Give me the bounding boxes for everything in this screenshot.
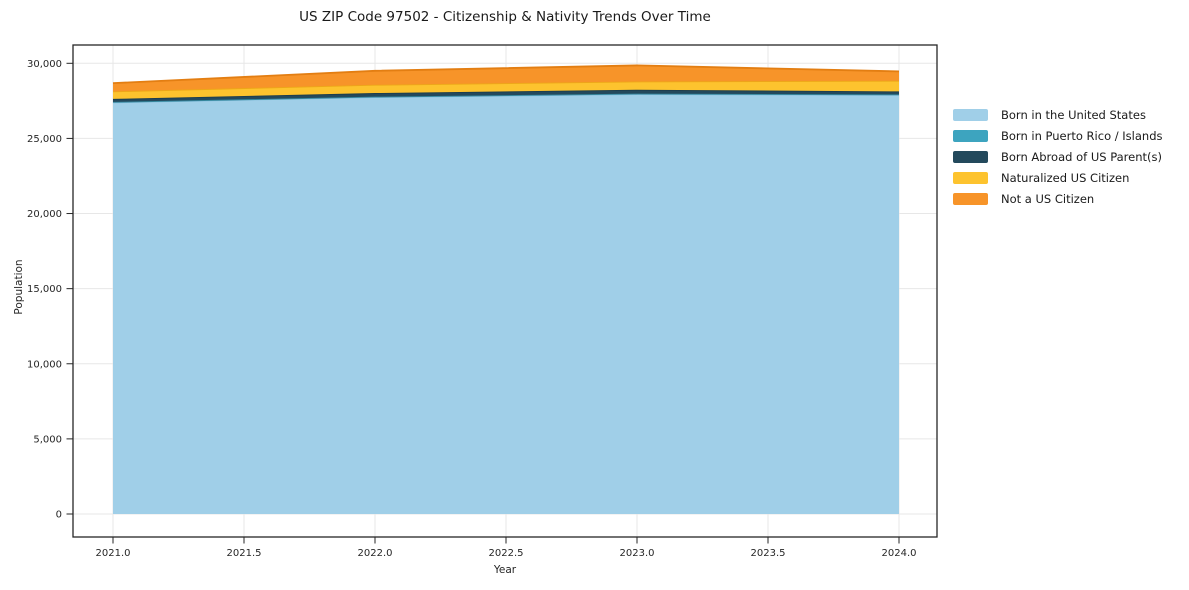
- x-tick-label: 2023.0: [620, 548, 655, 559]
- legend-label: Naturalized US Citizen: [1001, 170, 1130, 185]
- y-tick-label: 10,000: [27, 359, 62, 370]
- legend-item: Born in Puerto Rico / Islands: [953, 125, 1163, 146]
- y-tick-label: 25,000: [27, 134, 62, 145]
- legend: Born in the United States Born in Puerto …: [953, 104, 1163, 209]
- y-tick-label: 5,000: [33, 434, 62, 445]
- legend-label: Born in Puerto Rico / Islands: [1001, 128, 1163, 143]
- legend-item: Naturalized US Citizen: [953, 167, 1163, 188]
- area-not-a-us-citizen: [113, 65, 899, 92]
- x-tick-label: 2022.5: [489, 548, 524, 559]
- x-axis-label: Year: [493, 564, 517, 576]
- x-tick-label: 2021.0: [96, 548, 131, 559]
- area-naturalized-us-citizen: [113, 80, 899, 99]
- y-tick-label: 15,000: [27, 284, 62, 295]
- legend-swatch: [953, 108, 988, 121]
- legend-swatch: [953, 150, 988, 163]
- legend-label: Born Abroad of US Parent(s): [1001, 149, 1162, 164]
- legend-swatch: [953, 192, 988, 205]
- y-axis-label: Population: [13, 259, 25, 315]
- legend-label: Not a US Citizen: [1001, 191, 1095, 206]
- legend-swatch: [953, 171, 988, 184]
- legend-item: Not a US Citizen: [953, 188, 1163, 209]
- x-tick-label: 2022.0: [358, 548, 393, 559]
- legend-item: Born Abroad of US Parent(s): [953, 146, 1163, 167]
- axes-frame: [72, 44, 938, 538]
- area-born-in-the-united-states: [113, 94, 899, 514]
- x-tick-label: 2024.0: [882, 548, 917, 559]
- y-tick-label: 0: [56, 510, 62, 521]
- chart-title: US ZIP Code 97502 - Citizenship & Nativi…: [299, 9, 711, 25]
- legend-swatch: [953, 129, 988, 142]
- x-tick-label: 2023.5: [751, 548, 786, 559]
- area-born-abroad-of-us-parent-s-: [113, 89, 899, 102]
- y-tick-label: 20,000: [27, 209, 62, 220]
- legend-label: Born in the United States: [1001, 107, 1146, 122]
- area-edge: [112, 64, 900, 85]
- legend-item: Born in the United States: [953, 104, 1163, 125]
- x-tick-label: 2021.5: [227, 548, 262, 559]
- y-tick-label: 30,000: [27, 59, 62, 70]
